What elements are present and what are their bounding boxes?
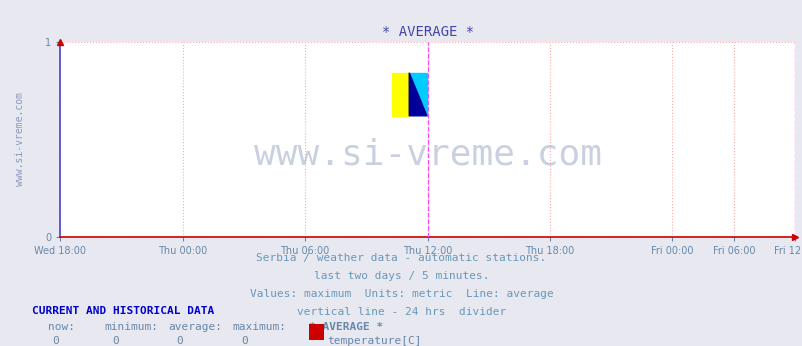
Title: * AVERAGE *: * AVERAGE * [381, 25, 473, 39]
Text: Serbia / weather data - automatic stations.: Serbia / weather data - automatic statio… [256, 253, 546, 263]
Text: now:: now: [48, 322, 75, 333]
Text: vertical line - 24 hrs  divider: vertical line - 24 hrs divider [297, 307, 505, 317]
Text: 0: 0 [241, 336, 247, 346]
Text: CURRENT AND HISTORICAL DATA: CURRENT AND HISTORICAL DATA [32, 306, 214, 316]
Text: last two days / 5 minutes.: last two days / 5 minutes. [314, 271, 488, 281]
Text: Values: maximum  Units: metric  Line: average: Values: maximum Units: metric Line: aver… [249, 289, 553, 299]
Text: www.si-vreme.com: www.si-vreme.com [14, 92, 25, 186]
Polygon shape [409, 73, 427, 116]
Text: 0: 0 [112, 336, 119, 346]
Text: maximum:: maximum: [233, 322, 286, 333]
Text: 0: 0 [176, 336, 183, 346]
Text: temperature[C]: temperature[C] [327, 336, 422, 346]
Text: minimum:: minimum: [104, 322, 158, 333]
Text: * AVERAGE *: * AVERAGE * [309, 322, 383, 333]
Bar [391, 73, 409, 116]
Polygon shape [409, 73, 427, 116]
Text: average:: average: [168, 322, 222, 333]
Text: www.si-vreme.com: www.si-vreme.com [253, 138, 601, 172]
Text: 0: 0 [52, 336, 59, 346]
